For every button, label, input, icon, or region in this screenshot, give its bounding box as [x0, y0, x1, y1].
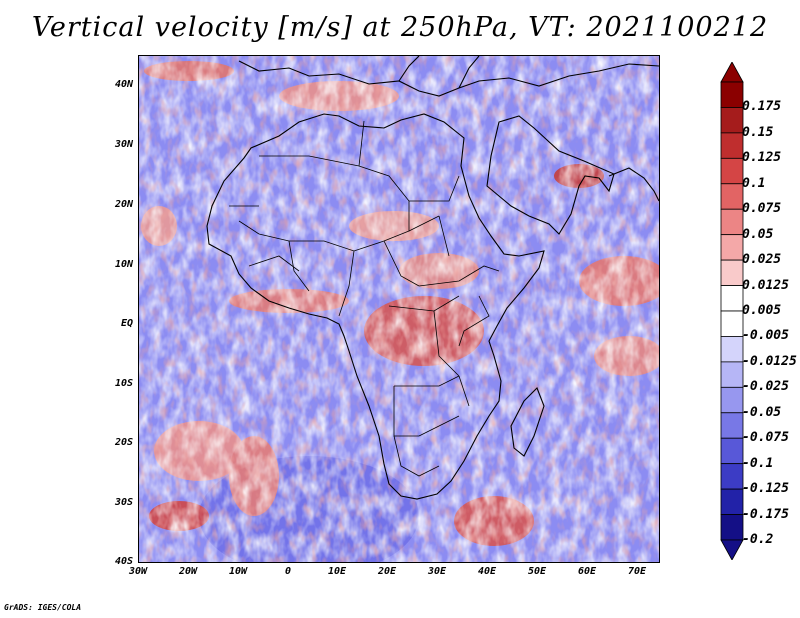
- colorbar-box: [720, 183, 744, 210]
- coastlines: [206, 56, 659, 500]
- red-speckle-texture: [139, 56, 659, 562]
- lon-tick-50e: 50E: [527, 566, 547, 577]
- arabia-coastline: [486, 115, 615, 235]
- colorbar-label: -0.1: [742, 455, 774, 471]
- colorbar-label: -0.05: [742, 404, 782, 420]
- madagascar-coastline: [510, 387, 545, 457]
- colorbar-label: 0.0125: [742, 277, 789, 293]
- colorbar-box: [720, 412, 744, 439]
- colorbar-top-triangle: [720, 62, 744, 83]
- lon-tick-60e: 60E: [577, 566, 597, 577]
- colorbar-label: 0.125: [742, 150, 782, 166]
- colorbar-label: 0.15: [742, 124, 774, 140]
- colorbar-box: [720, 208, 744, 236]
- colorbar-label: -0.025: [742, 379, 789, 395]
- colorbar-box: [720, 285, 744, 312]
- grads-credit: GrADS: IGES/COLA: [4, 603, 82, 612]
- country-borders: [229, 120, 500, 477]
- colorbar-box: [720, 437, 744, 465]
- map-panel: [138, 55, 660, 563]
- colorbar-box: [720, 107, 744, 134]
- lon-tick-0: 0: [284, 566, 292, 577]
- lon-tick-70e: 70E: [627, 566, 647, 577]
- lat-tick-20s: 20S: [114, 437, 133, 448]
- lat-tick-eq: EQ: [120, 318, 133, 329]
- colorbar-label: -0.075: [742, 430, 789, 446]
- colorbar-box: [720, 157, 744, 185]
- colorbar-label: -0.0125: [742, 353, 797, 369]
- colorbar-label: -0.125: [742, 481, 789, 497]
- colorbar-box: [720, 132, 744, 159]
- colorbar-box: [720, 310, 744, 337]
- south-asia-coastline: [608, 167, 659, 202]
- chart-title: Vertical velocity [m/s] at 250hPa, VT: 2…: [31, 12, 769, 43]
- colorbar: [720, 62, 744, 560]
- colorbar-box: [720, 488, 744, 515]
- lon-tick-10w: 10W: [228, 566, 248, 577]
- lat-tick-40n: 40N: [114, 79, 133, 90]
- colorbar-box: [720, 336, 744, 363]
- lat-tick-10s: 10S: [114, 378, 133, 389]
- colorbar-label: -0.175: [742, 506, 789, 522]
- colorbar-box: [720, 463, 744, 490]
- colorbar-label: 0.075: [742, 201, 782, 217]
- mediterranean-coast: [238, 60, 659, 97]
- colorbar-box: [720, 386, 744, 414]
- lon-tick-20e: 20E: [377, 566, 397, 577]
- lon-tick-30e: 30E: [427, 566, 447, 577]
- colorbar-label: -0.2: [742, 532, 774, 547]
- colorbar-label: 0.025: [742, 252, 782, 268]
- colorbar-box: [720, 361, 744, 388]
- colorbar-label: 0.005: [742, 303, 782, 318]
- lon-tick-30w: 30W: [128, 566, 148, 577]
- lat-tick-40s: 40S: [114, 556, 133, 567]
- colorbar-box: [720, 514, 744, 541]
- colorbar-box: [720, 234, 744, 261]
- vertical-velocity-field: [139, 56, 659, 562]
- lat-tick-20n: 20N: [114, 199, 133, 210]
- colorbar-box: [720, 81, 744, 108]
- lon-tick-20w: 20W: [178, 566, 198, 577]
- lon-tick-40e: 40E: [477, 566, 497, 577]
- colorbar-label: 0.05: [742, 226, 774, 242]
- lat-tick-10n: 10N: [114, 259, 133, 270]
- colorbar-label: 0.1: [742, 175, 766, 191]
- lon-tick-10e: 10E: [327, 566, 347, 577]
- lat-tick-30n: 30N: [114, 139, 133, 150]
- africa-coastline: [206, 113, 545, 500]
- colorbar-box: [720, 259, 744, 286]
- lat-tick-30s: 30S: [114, 497, 133, 508]
- colorbar-bottom-triangle: [720, 539, 744, 560]
- colorbar-label: -0.005: [742, 328, 789, 344]
- colorbar-label: 0.175: [742, 99, 782, 115]
